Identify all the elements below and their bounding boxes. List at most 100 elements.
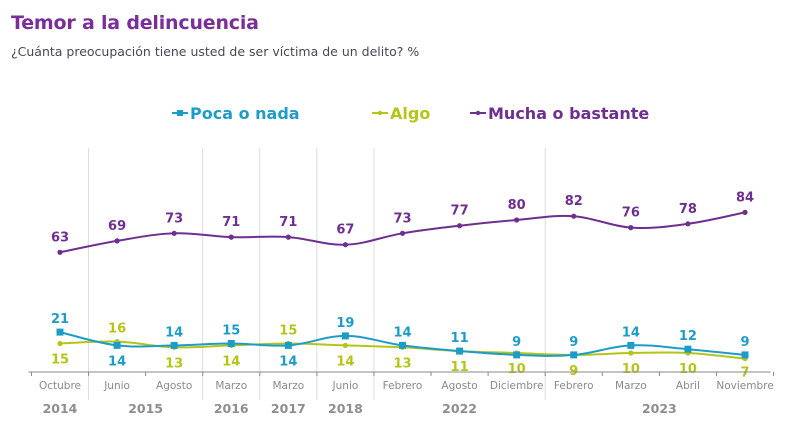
x-year-label: 2018 — [328, 401, 363, 416]
x-tick-label: Marzo — [615, 380, 647, 392]
x-tick-label: Abril — [676, 380, 700, 392]
data-label: 11 — [451, 331, 469, 346]
data-label: 15 — [222, 324, 240, 339]
x-tick-label: Octubre — [39, 380, 81, 392]
chart-title: Temor a la delincuencia — [11, 12, 259, 34]
data-point — [685, 221, 691, 227]
data-label: 11 — [451, 360, 469, 375]
x-tick-label: Agosto — [156, 380, 192, 392]
data-point-square — [513, 351, 521, 359]
legend-label: Poca o nada — [190, 104, 300, 123]
data-label: 14 — [393, 325, 411, 340]
data-point — [57, 340, 63, 347]
year-separators — [88, 148, 546, 400]
x-year-label: 2023 — [642, 401, 677, 416]
data-label: 9 — [740, 335, 749, 350]
data-point-square — [627, 341, 635, 349]
data-point — [742, 209, 748, 215]
x-tick-label: Febrero — [383, 380, 423, 392]
data-point — [342, 242, 349, 248]
x-tick-label: Junio — [332, 380, 359, 392]
data-label: 14 — [279, 354, 297, 369]
data-point-square — [684, 345, 692, 353]
x-year-label: 2016 — [214, 401, 249, 416]
x-tick-label: Marzo — [215, 380, 247, 392]
data-label: 14 — [622, 325, 640, 340]
data-point — [628, 350, 634, 356]
data-point-square — [227, 340, 235, 347]
data-label: 78 — [679, 202, 697, 217]
x-axis: Octubre Junio Agosto Marzo Marzo Junio Febrero… — [28, 371, 775, 416]
data-label: 10 — [679, 362, 697, 377]
data-label: 10 — [508, 362, 526, 377]
data-label: 82 — [565, 194, 583, 209]
x-year-label: 2015 — [128, 401, 163, 416]
data-label: 14 — [336, 354, 354, 369]
series-poca-o-nada — [56, 328, 749, 359]
data-label: 80 — [508, 198, 526, 213]
data-label: 9 — [512, 335, 521, 350]
data-label: 69 — [108, 219, 126, 234]
data-label: 14 — [165, 325, 183, 340]
data-label: 71 — [222, 215, 240, 230]
data-point-square — [284, 341, 292, 349]
x-tick-label: Febrero — [554, 380, 594, 392]
legend: Poca o nada Algo Mucha o bastante — [172, 104, 649, 123]
data-label: 9 — [569, 364, 578, 379]
data-label: 21 — [51, 312, 69, 327]
data-point-square — [741, 351, 749, 359]
data-point — [285, 234, 291, 240]
data-point — [399, 230, 406, 236]
data-label: 63 — [51, 230, 69, 245]
data-point — [171, 230, 177, 236]
data-label: 84 — [736, 190, 754, 205]
data-point — [628, 225, 634, 231]
data-point-square — [456, 347, 464, 355]
x-tick-label: Junio — [103, 380, 130, 392]
chart-subtitle: ¿Cuánta preocupación tiene usted de ser … — [11, 44, 420, 59]
data-label: 16 — [108, 322, 126, 337]
data-label: 67 — [336, 223, 354, 238]
data-label: 76 — [622, 206, 640, 221]
x-tick-label: Diciembre — [490, 380, 544, 392]
data-label: 19 — [336, 316, 354, 331]
data-point — [342, 342, 349, 348]
data-labels-algo: 15 16 13 14 15 14 13 11 10 9 10 10 7 — [51, 322, 750, 381]
legend-label: Mucha o bastante — [488, 104, 649, 123]
legend-dot-marker-icon — [475, 110, 481, 116]
data-label: 10 — [622, 362, 640, 377]
x-tick-label: Marzo — [272, 380, 304, 392]
data-point — [114, 238, 120, 244]
data-point-square — [56, 328, 64, 336]
x-year-label: 2017 — [271, 401, 306, 416]
data-point-square — [170, 341, 178, 349]
legend-label: Algo — [390, 104, 430, 123]
legend-dot-marker-icon — [377, 110, 383, 116]
data-point — [228, 234, 234, 240]
data-point-square — [399, 341, 406, 349]
data-label: 73 — [393, 211, 411, 226]
data-point — [456, 223, 463, 229]
data-label: 12 — [679, 329, 697, 344]
data-point — [57, 249, 63, 255]
data-label: 9 — [569, 335, 578, 350]
data-label: 77 — [451, 204, 469, 219]
series-mucha-o-bastante — [57, 209, 748, 255]
data-label: 13 — [165, 356, 183, 371]
data-label: 15 — [51, 353, 69, 368]
data-label: 15 — [279, 324, 297, 339]
data-point-square — [341, 332, 349, 340]
x-tick-label: Agosto — [441, 380, 477, 392]
x-year-label: 2022 — [442, 401, 477, 416]
data-label: 13 — [393, 356, 411, 371]
data-labels-mucha-o-bastante: 63 69 73 71 71 67 73 77 80 82 76 78 84 — [51, 190, 754, 245]
x-tick-label: Noviembre — [716, 380, 773, 392]
data-labels-poca-o-nada: 21 14 14 15 14 19 14 11 9 9 14 12 9 — [51, 312, 750, 369]
data-label: 7 — [740, 366, 749, 381]
data-point — [514, 217, 520, 223]
data-point-square — [570, 351, 578, 359]
data-point — [571, 213, 577, 219]
data-label: 73 — [165, 211, 183, 226]
